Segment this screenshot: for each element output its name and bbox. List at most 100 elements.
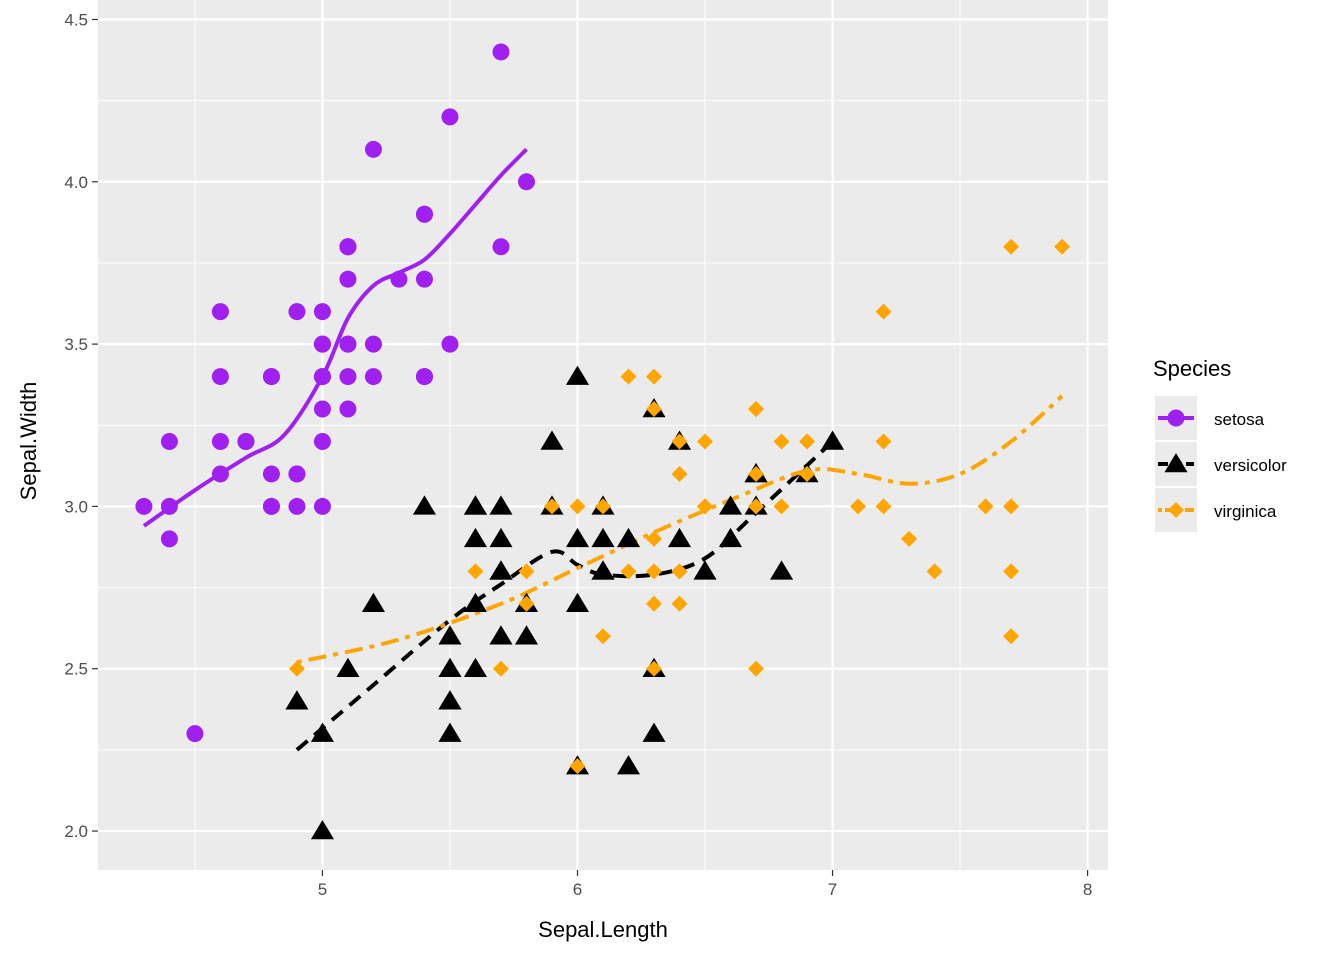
legend: Species setosa versicolor virginica — [1153, 356, 1287, 532]
versicolor-point — [412, 495, 437, 515]
virginica-point — [518, 563, 535, 580]
y-tick-label: 3.5 — [64, 335, 88, 354]
versicolor-point — [463, 495, 488, 515]
virginica-point — [926, 563, 943, 580]
versicolor-point — [336, 657, 360, 677]
setosa-point — [313, 335, 331, 353]
virginica-point — [875, 498, 892, 515]
legend-label: versicolor — [1214, 456, 1287, 475]
virginica-point — [875, 303, 892, 320]
virginica-point — [595, 498, 611, 515]
x-tick-label: 7 — [828, 880, 837, 899]
setosa-point — [262, 497, 280, 515]
virginica-point — [467, 563, 484, 580]
versicolor-point — [438, 657, 462, 677]
setosa-point — [211, 303, 229, 321]
virginica-point — [799, 465, 816, 482]
virginica-point — [646, 530, 663, 547]
setosa-point — [313, 400, 331, 418]
virginica-point — [748, 401, 765, 418]
setosa-point — [211, 465, 229, 483]
virginica-point — [671, 563, 688, 580]
virginica-point — [748, 498, 765, 515]
setosa-point — [262, 368, 280, 386]
virginica-legend-diamond-icon — [1168, 502, 1184, 518]
versicolor-point — [769, 560, 794, 580]
versicolor-point — [565, 365, 590, 385]
setosa-point — [160, 530, 178, 548]
virginica-point — [288, 660, 305, 677]
versicolor-point — [463, 657, 488, 677]
versicolor-point — [489, 560, 513, 580]
setosa-point — [186, 725, 204, 743]
virginica-point — [671, 433, 688, 450]
virginica-point — [646, 368, 663, 385]
virginica-point — [748, 465, 765, 482]
legend-label: virginica — [1214, 502, 1277, 521]
virginica-point — [671, 465, 688, 482]
virginica-point — [543, 498, 560, 515]
virginica-point — [518, 595, 535, 612]
versicolor-point — [361, 592, 386, 613]
versicolor-point — [693, 560, 717, 580]
versicolor-point — [642, 722, 666, 742]
virginica-point — [620, 563, 637, 580]
virginica-point — [697, 433, 714, 450]
y-tick-label: 2.0 — [64, 822, 88, 841]
versicolor-point — [489, 527, 513, 548]
virginica-point — [1003, 628, 1020, 645]
y-tick-label: 3.0 — [64, 497, 88, 516]
virginica-point — [901, 530, 918, 547]
setosa-point — [517, 173, 535, 191]
setosa-smooth-line — [142, 147, 528, 528]
setosa-point — [339, 335, 357, 353]
virginica-point — [773, 498, 790, 515]
virginica-point — [1054, 238, 1071, 255]
virginica-point — [697, 498, 714, 515]
legend-item-virginica: virginica — [1155, 488, 1277, 532]
virginica-point — [646, 563, 663, 580]
setosa-point — [211, 432, 229, 450]
versicolor-point — [718, 495, 743, 515]
virginica-point — [1003, 498, 1020, 515]
setosa-point — [313, 368, 331, 386]
data-points — [135, 43, 1071, 840]
legend-title: Species — [1153, 356, 1231, 381]
versicolor-point — [310, 722, 334, 742]
legend-item-setosa: setosa — [1155, 396, 1265, 440]
setosa-point — [211, 368, 229, 386]
versicolor-point — [514, 625, 539, 645]
setosa-point — [237, 432, 255, 450]
axes: 5 6 7 8 2.0 2.5 3.0 3.5 4.0 4.5 — [64, 10, 1092, 899]
versicolor-point — [616, 755, 641, 775]
y-axis-title: Sepal.Width — [16, 382, 41, 501]
versicolor-point — [667, 527, 692, 548]
setosa-point — [160, 432, 178, 450]
setosa-point — [135, 497, 153, 515]
versicolor-point — [616, 527, 641, 548]
setosa-point — [415, 270, 433, 288]
versicolor-point — [591, 560, 615, 580]
setosa-point — [339, 368, 357, 386]
virginica-point — [646, 401, 663, 418]
versicolor-point — [718, 527, 743, 548]
plot-panel — [98, 0, 1108, 870]
versicolor-point — [489, 625, 513, 645]
setosa-point — [160, 497, 178, 515]
setosa-point — [313, 432, 331, 450]
virginica-point — [620, 368, 637, 385]
versicolor-point — [565, 592, 590, 613]
setosa-point — [441, 108, 459, 126]
versicolor-point — [591, 527, 615, 548]
setosa-point — [492, 238, 510, 256]
setosa-point — [313, 303, 331, 321]
setosa-point — [262, 465, 280, 483]
setosa-point — [288, 497, 306, 515]
versicolor-point — [463, 592, 488, 613]
setosa-legend-circle-icon — [1167, 409, 1185, 427]
virginica-point — [595, 628, 611, 645]
virginica-point — [671, 595, 688, 612]
setosa-point — [441, 335, 459, 353]
virginica-point — [748, 660, 765, 677]
